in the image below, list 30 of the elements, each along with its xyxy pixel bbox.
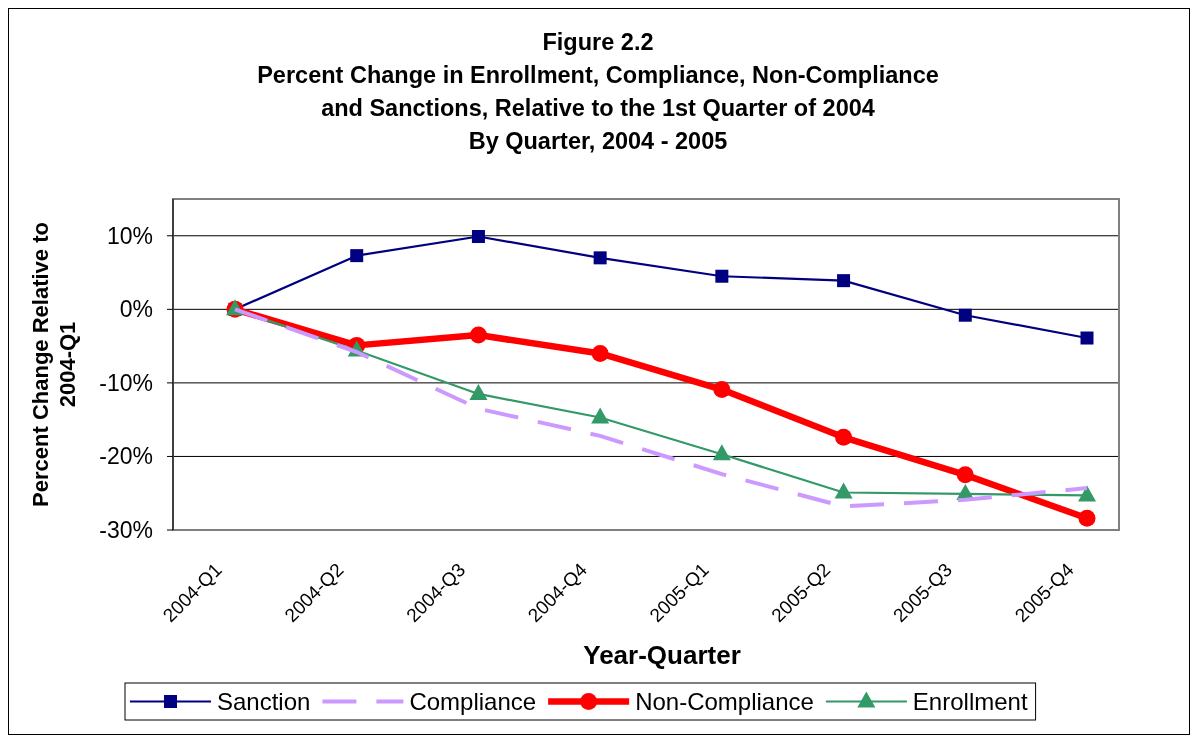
y-tick-label: 0% <box>119 296 153 323</box>
y-tick-label: -10% <box>99 369 153 396</box>
point <box>591 407 610 424</box>
point <box>958 308 972 322</box>
point <box>834 482 853 499</box>
point <box>1078 485 1096 502</box>
legend-label: Compliance <box>409 687 537 715</box>
point <box>712 444 731 461</box>
y-tick-label: -20% <box>99 443 153 470</box>
point <box>835 428 853 446</box>
point <box>471 230 485 244</box>
legend-label: Non-Compliance <box>635 687 814 715</box>
legend-label: Sanction <box>217 687 311 715</box>
point <box>469 383 488 400</box>
y-tick-label: 10% <box>106 222 153 249</box>
point <box>350 249 364 263</box>
legend-label: Enrollment <box>912 687 1028 715</box>
point <box>837 274 851 288</box>
point <box>591 344 609 362</box>
point <box>1078 509 1096 527</box>
point <box>469 326 487 344</box>
y-tick-label: -30% <box>99 517 153 544</box>
chart-title: Figure 2.2 Percent Change in Enrollment, Compliance, Non-Compliance and Sanctions, Relative to the 1st Quarter of 2004 By Quarter, 2004 - 2005 <box>257 29 939 154</box>
point <box>713 381 731 399</box>
point <box>593 251 607 265</box>
y-axis-title: Percent Change Relative to 2004-Q1 <box>28 222 80 507</box>
x-axis-title: Year-Quarter <box>583 640 741 670</box>
point <box>956 466 974 484</box>
point <box>715 269 729 283</box>
point <box>1080 331 1094 345</box>
